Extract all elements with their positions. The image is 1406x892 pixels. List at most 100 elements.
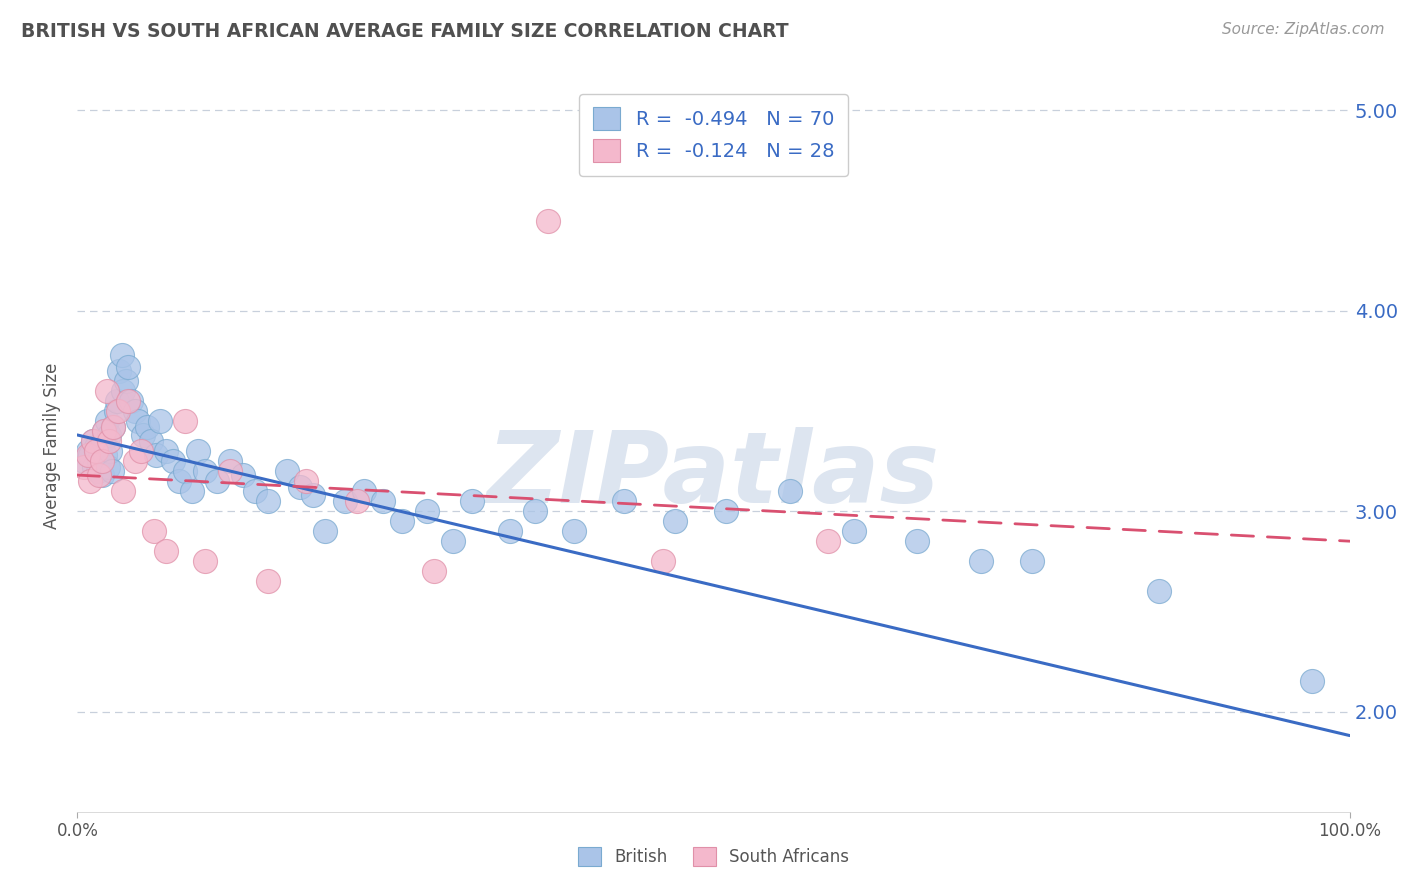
Point — [314, 524, 336, 538]
Point — [651, 554, 673, 568]
Point — [613, 494, 636, 508]
Point — [112, 384, 135, 398]
Point — [1021, 554, 1043, 568]
Point — [441, 534, 464, 549]
Point — [461, 494, 484, 508]
Point — [107, 404, 129, 418]
Point — [90, 468, 112, 483]
Point — [76, 448, 98, 462]
Point — [101, 420, 124, 434]
Point — [301, 488, 323, 502]
Point — [79, 474, 101, 488]
Point — [87, 454, 110, 468]
Point — [219, 454, 242, 468]
Point — [120, 393, 142, 408]
Point — [87, 468, 110, 483]
Point — [842, 524, 865, 538]
Point — [129, 444, 152, 458]
Point — [82, 434, 104, 448]
Point — [257, 574, 280, 589]
Point — [499, 524, 522, 538]
Point — [96, 414, 118, 428]
Point — [79, 448, 101, 462]
Point — [97, 460, 120, 475]
Point — [124, 404, 146, 418]
Point — [139, 434, 162, 448]
Point — [73, 460, 96, 475]
Point — [91, 434, 114, 448]
Point — [104, 404, 127, 418]
Point — [100, 464, 122, 478]
Point — [779, 484, 801, 499]
Text: ZIPatlas: ZIPatlas — [486, 426, 941, 524]
Point — [187, 444, 209, 458]
Point — [346, 494, 368, 508]
Point — [562, 524, 585, 538]
Point — [219, 464, 242, 478]
Point — [96, 384, 118, 398]
Point — [108, 364, 131, 378]
Point — [295, 474, 318, 488]
Point — [371, 494, 394, 508]
Point — [98, 428, 121, 442]
Point — [124, 454, 146, 468]
Point — [73, 454, 96, 468]
Point — [416, 504, 439, 518]
Point — [93, 424, 115, 438]
Point — [1147, 584, 1170, 599]
Point — [155, 444, 177, 458]
Point — [232, 468, 254, 483]
Point — [194, 464, 217, 478]
Point — [117, 359, 139, 374]
Point — [194, 554, 217, 568]
Point — [333, 494, 356, 508]
Point — [207, 474, 229, 488]
Point — [664, 514, 686, 528]
Point — [905, 534, 928, 549]
Point — [353, 484, 375, 499]
Point — [100, 444, 122, 458]
Point — [245, 484, 267, 499]
Point — [83, 460, 105, 475]
Point — [142, 524, 165, 538]
Point — [101, 420, 124, 434]
Point — [422, 564, 444, 578]
Point — [114, 374, 136, 388]
Point — [111, 348, 134, 362]
Point — [112, 484, 135, 499]
Point — [524, 504, 547, 518]
Point — [167, 474, 190, 488]
Point — [90, 454, 112, 468]
Point — [76, 444, 98, 458]
Point — [86, 464, 108, 478]
Point — [127, 414, 149, 428]
Point — [817, 534, 839, 549]
Point — [136, 420, 159, 434]
Point — [716, 504, 738, 518]
Point — [391, 514, 413, 528]
Point — [86, 440, 108, 454]
Point — [149, 414, 172, 428]
Point — [93, 424, 115, 438]
Point — [970, 554, 993, 568]
Point — [162, 454, 184, 468]
Point — [155, 544, 177, 558]
Point — [132, 428, 155, 442]
Legend: British, South Africans: British, South Africans — [571, 840, 856, 873]
Point — [180, 484, 202, 499]
Point — [89, 444, 111, 458]
Point — [94, 448, 117, 462]
Point — [174, 464, 197, 478]
Point — [82, 434, 104, 448]
Point — [257, 494, 280, 508]
Y-axis label: Average Family Size: Average Family Size — [44, 363, 62, 529]
Text: Source: ZipAtlas.com: Source: ZipAtlas.com — [1222, 22, 1385, 37]
Point — [117, 393, 139, 408]
Point — [174, 414, 197, 428]
Point — [105, 393, 128, 408]
Point — [86, 444, 108, 458]
Text: BRITISH VS SOUTH AFRICAN AVERAGE FAMILY SIZE CORRELATION CHART: BRITISH VS SOUTH AFRICAN AVERAGE FAMILY … — [21, 22, 789, 41]
Point — [276, 464, 298, 478]
Point — [98, 434, 121, 448]
Point — [145, 448, 167, 462]
